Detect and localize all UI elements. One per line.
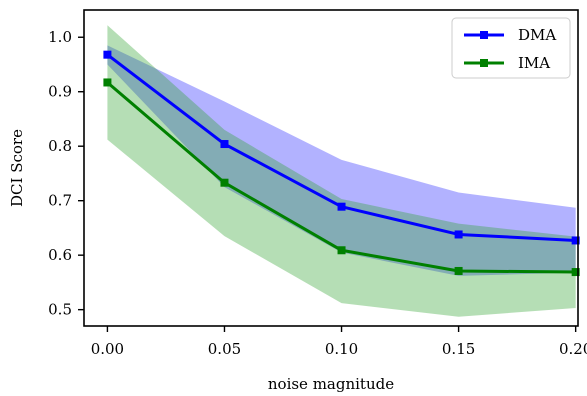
point-dma <box>103 50 112 59</box>
series-markers <box>103 50 580 277</box>
x-tick-label: 0.00 <box>91 340 124 358</box>
y-axis: 0.5 0.6 0.7 0.8 0.9 1.0 <box>48 28 84 319</box>
point-dma <box>337 202 346 211</box>
legend-label-ima: IMA <box>518 54 550 72</box>
point-ima <box>454 266 463 275</box>
point-ima <box>220 178 229 187</box>
point-dma <box>220 140 229 149</box>
x-tick-label: 0.15 <box>442 340 475 358</box>
confidence-bands <box>107 25 576 317</box>
y-axis-title: DCI Score <box>8 129 26 207</box>
x-tick-label: 0.05 <box>208 340 241 358</box>
y-tick-label: 1.0 <box>48 28 72 46</box>
band-ima <box>107 25 576 317</box>
y-tick-label: 0.5 <box>48 301 72 319</box>
point-ima <box>103 78 112 87</box>
x-axis-title: noise magnitude <box>268 375 394 393</box>
point-ima <box>571 268 580 277</box>
y-tick-label: 0.8 <box>48 137 72 155</box>
y-tick-label: 0.9 <box>48 83 72 101</box>
legend: DMA IMA <box>451 17 571 79</box>
x-tick-label: 0.10 <box>325 340 358 358</box>
x-axis: 0.00 0.05 0.10 0.15 0.20 <box>91 326 587 358</box>
point-dma <box>454 230 463 239</box>
point-dma <box>571 236 580 245</box>
y-tick-label: 0.6 <box>48 246 72 264</box>
legend-marker-dma <box>480 31 488 39</box>
plot-frame <box>83 9 579 327</box>
y-tick-label: 0.7 <box>48 192 72 210</box>
legend-label-dma: DMA <box>518 26 556 44</box>
x-tick-label: 0.20 <box>559 340 587 358</box>
band-dma <box>107 45 576 276</box>
point-ima <box>337 246 346 255</box>
legend-marker-ima <box>480 59 488 67</box>
